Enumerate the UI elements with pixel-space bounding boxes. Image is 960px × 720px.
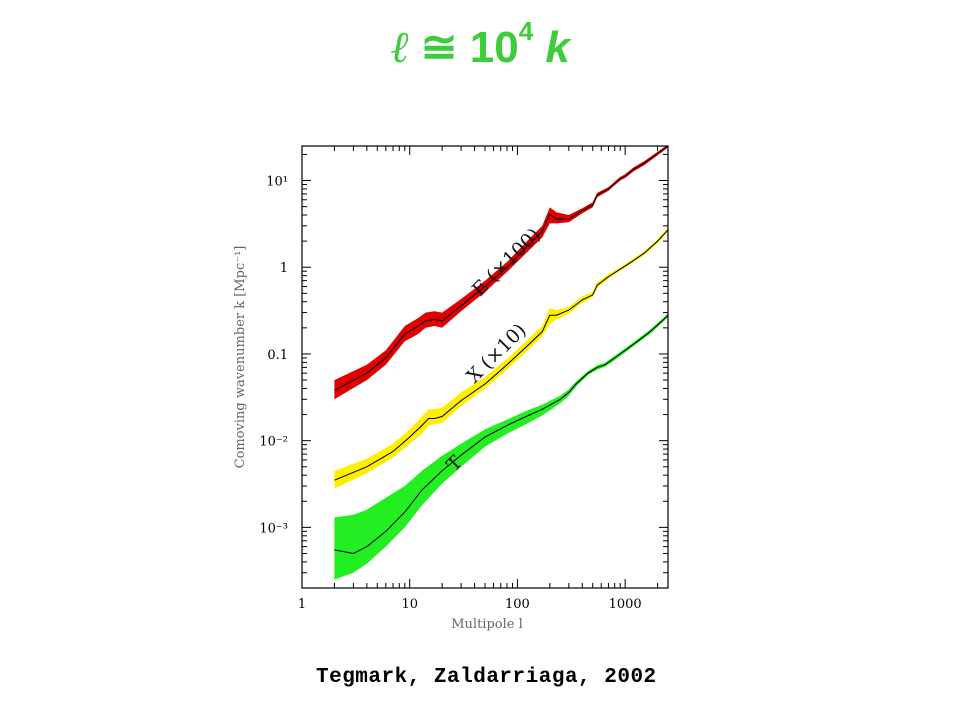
y-tick-label: 0.1 [267, 348, 288, 363]
x-tick-label: 1000 [609, 597, 642, 612]
title-ell: ℓ [390, 22, 409, 73]
y-axis-label: Comoving wavenumber k [Mpc⁻¹] [233, 246, 248, 469]
y-tick-label: 10⁻³ [259, 521, 288, 536]
band-t [334, 313, 668, 580]
title-exponent: 4 [518, 16, 534, 46]
x-tick-label: 100 [505, 597, 530, 612]
title-approx: ≅ [420, 23, 458, 72]
band-x [334, 227, 668, 489]
y-tick-label: 10⁻² [259, 435, 288, 450]
x-tick-label: 1 [298, 597, 306, 612]
title-base: 10 [469, 23, 519, 72]
y-tick-label: 10¹ [266, 175, 288, 190]
series-label-e: E (×100) [468, 224, 545, 301]
center-line-x [334, 229, 668, 481]
center-line-t [334, 314, 668, 555]
title-k: k [545, 23, 570, 72]
center-line-e [334, 146, 668, 391]
y-tick-label: 1 [280, 261, 288, 276]
x-axis-label: Multipole l [451, 617, 523, 632]
citation: Tegmark, Zaldarriaga, 2002 [316, 666, 657, 689]
slide-title: ℓ ≅ 104 k [0, 18, 960, 78]
x-tick-label: 10 [401, 597, 418, 612]
